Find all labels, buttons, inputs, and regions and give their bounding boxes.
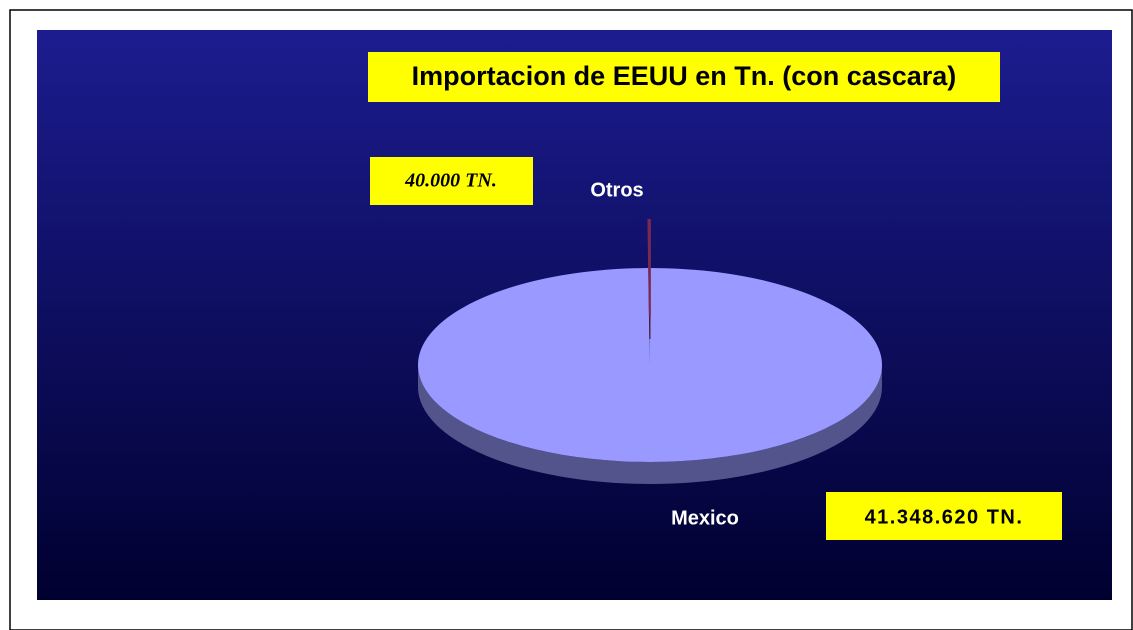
category-label: Otros <box>590 179 643 201</box>
title-box <box>368 52 1000 102</box>
category-label: Mexico <box>671 507 739 529</box>
label-box <box>826 492 1062 540</box>
chart-title: Importacion de EEUU en Tn. (con cascara) <box>412 61 957 91</box>
label-box <box>370 157 533 205</box>
pie <box>418 218 883 484</box>
data-label: 40.000 TN. <box>404 170 497 192</box>
data-label: 41.348.620 TN. <box>865 506 1024 528</box>
slice <box>647 218 651 318</box>
slice <box>418 268 883 462</box>
slice-side <box>418 365 882 484</box>
